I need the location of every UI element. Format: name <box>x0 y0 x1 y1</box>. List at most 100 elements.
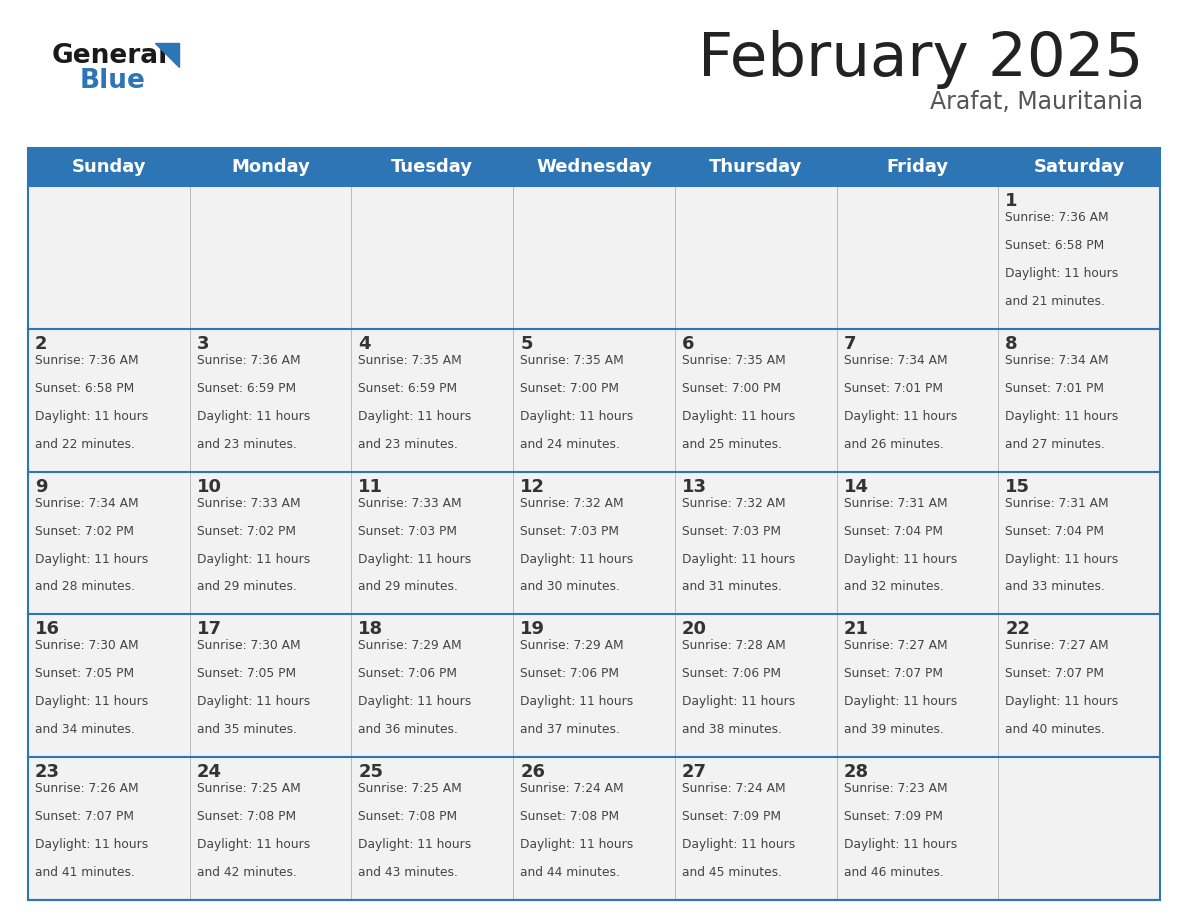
Text: 14: 14 <box>843 477 868 496</box>
Text: Sunrise: 7:30 AM: Sunrise: 7:30 AM <box>34 640 139 653</box>
Text: Sunrise: 7:24 AM: Sunrise: 7:24 AM <box>520 782 624 795</box>
Text: Thursday: Thursday <box>709 158 802 176</box>
Text: and 23 minutes.: and 23 minutes. <box>197 438 297 451</box>
Text: Sunrise: 7:29 AM: Sunrise: 7:29 AM <box>359 640 462 653</box>
Text: Sunset: 7:08 PM: Sunset: 7:08 PM <box>359 811 457 823</box>
Text: and 29 minutes.: and 29 minutes. <box>197 580 297 593</box>
Text: and 21 minutes.: and 21 minutes. <box>1005 295 1105 308</box>
Text: 10: 10 <box>197 477 222 496</box>
Text: 8: 8 <box>1005 335 1018 353</box>
Text: Wednesday: Wednesday <box>536 158 652 176</box>
Text: 12: 12 <box>520 477 545 496</box>
Bar <box>998 757 1159 900</box>
Text: Sunset: 7:02 PM: Sunset: 7:02 PM <box>34 524 134 538</box>
Bar <box>29 148 1159 900</box>
Text: 6: 6 <box>682 335 694 353</box>
Text: Friday: Friday <box>886 158 948 176</box>
Text: Sunset: 7:06 PM: Sunset: 7:06 PM <box>520 667 619 680</box>
Text: February 2025: February 2025 <box>697 30 1143 89</box>
Bar <box>190 757 352 900</box>
Text: Sunrise: 7:31 AM: Sunrise: 7:31 AM <box>843 497 947 509</box>
Text: Sunrise: 7:28 AM: Sunrise: 7:28 AM <box>682 640 785 653</box>
Bar <box>190 472 352 614</box>
Text: Sunset: 6:59 PM: Sunset: 6:59 PM <box>197 382 296 395</box>
Text: Daylight: 11 hours: Daylight: 11 hours <box>520 553 633 565</box>
Text: Daylight: 11 hours: Daylight: 11 hours <box>1005 409 1119 422</box>
Text: Sunset: 7:03 PM: Sunset: 7:03 PM <box>359 524 457 538</box>
Bar <box>675 186 836 329</box>
Text: 18: 18 <box>359 621 384 638</box>
Bar <box>29 186 190 329</box>
Text: Sunset: 7:03 PM: Sunset: 7:03 PM <box>520 524 619 538</box>
Polygon shape <box>154 43 179 67</box>
Bar <box>513 329 675 472</box>
Text: and 27 minutes.: and 27 minutes. <box>1005 438 1105 451</box>
Text: Daylight: 11 hours: Daylight: 11 hours <box>682 553 795 565</box>
Text: and 24 minutes.: and 24 minutes. <box>520 438 620 451</box>
Text: Sunset: 7:07 PM: Sunset: 7:07 PM <box>1005 667 1105 680</box>
Text: Sunrise: 7:35 AM: Sunrise: 7:35 AM <box>682 353 785 367</box>
Text: Sunset: 7:05 PM: Sunset: 7:05 PM <box>34 667 134 680</box>
Text: Daylight: 11 hours: Daylight: 11 hours <box>843 695 956 709</box>
Text: Sunrise: 7:23 AM: Sunrise: 7:23 AM <box>843 782 947 795</box>
Text: Sunrise: 7:29 AM: Sunrise: 7:29 AM <box>520 640 624 653</box>
Text: Arafat, Mauritania: Arafat, Mauritania <box>930 90 1143 114</box>
Text: Daylight: 11 hours: Daylight: 11 hours <box>520 695 633 709</box>
Text: Daylight: 11 hours: Daylight: 11 hours <box>1005 695 1119 709</box>
Text: 17: 17 <box>197 621 222 638</box>
Bar <box>675 329 836 472</box>
Bar <box>352 614 513 757</box>
Bar <box>29 614 190 757</box>
Bar <box>513 757 675 900</box>
Text: Sunrise: 7:33 AM: Sunrise: 7:33 AM <box>197 497 301 509</box>
Text: Daylight: 11 hours: Daylight: 11 hours <box>520 409 633 422</box>
Text: 28: 28 <box>843 763 868 781</box>
Bar <box>675 757 836 900</box>
Text: Sunrise: 7:34 AM: Sunrise: 7:34 AM <box>843 353 947 367</box>
Text: and 35 minutes.: and 35 minutes. <box>197 723 297 736</box>
Text: Sunset: 7:02 PM: Sunset: 7:02 PM <box>197 524 296 538</box>
Text: Sunset: 7:06 PM: Sunset: 7:06 PM <box>682 667 781 680</box>
Text: Daylight: 11 hours: Daylight: 11 hours <box>359 695 472 709</box>
Text: Sunrise: 7:36 AM: Sunrise: 7:36 AM <box>34 353 139 367</box>
Text: Daylight: 11 hours: Daylight: 11 hours <box>359 838 472 851</box>
Bar <box>836 329 998 472</box>
Text: Daylight: 11 hours: Daylight: 11 hours <box>197 695 310 709</box>
Bar <box>352 329 513 472</box>
Text: 26: 26 <box>520 763 545 781</box>
Text: Sunrise: 7:32 AM: Sunrise: 7:32 AM <box>520 497 624 509</box>
Text: Sunset: 7:04 PM: Sunset: 7:04 PM <box>843 524 942 538</box>
Text: 11: 11 <box>359 477 384 496</box>
Bar <box>836 614 998 757</box>
Text: and 42 minutes.: and 42 minutes. <box>197 866 297 879</box>
Text: and 38 minutes.: and 38 minutes. <box>682 723 782 736</box>
Text: 5: 5 <box>520 335 532 353</box>
Text: 21: 21 <box>843 621 868 638</box>
Text: 20: 20 <box>682 621 707 638</box>
Text: Sunrise: 7:34 AM: Sunrise: 7:34 AM <box>1005 353 1108 367</box>
Text: Sunrise: 7:32 AM: Sunrise: 7:32 AM <box>682 497 785 509</box>
Text: 7: 7 <box>843 335 857 353</box>
Text: Daylight: 11 hours: Daylight: 11 hours <box>34 409 148 422</box>
Text: Sunset: 7:00 PM: Sunset: 7:00 PM <box>682 382 781 395</box>
Text: and 31 minutes.: and 31 minutes. <box>682 580 782 593</box>
Bar <box>190 329 352 472</box>
Text: Sunday: Sunday <box>71 158 146 176</box>
Text: and 33 minutes.: and 33 minutes. <box>1005 580 1105 593</box>
Text: 16: 16 <box>34 621 61 638</box>
Text: Daylight: 11 hours: Daylight: 11 hours <box>197 838 310 851</box>
Bar <box>998 472 1159 614</box>
Text: and 40 minutes.: and 40 minutes. <box>1005 723 1105 736</box>
Text: 19: 19 <box>520 621 545 638</box>
Text: Daylight: 11 hours: Daylight: 11 hours <box>34 553 148 565</box>
Text: Sunset: 7:01 PM: Sunset: 7:01 PM <box>843 382 942 395</box>
Text: and 34 minutes.: and 34 minutes. <box>34 723 135 736</box>
Text: Daylight: 11 hours: Daylight: 11 hours <box>843 409 956 422</box>
Bar <box>836 186 998 329</box>
Text: and 22 minutes.: and 22 minutes. <box>34 438 135 451</box>
Text: Tuesday: Tuesday <box>391 158 473 176</box>
Text: Saturday: Saturday <box>1034 158 1125 176</box>
Text: and 32 minutes.: and 32 minutes. <box>843 580 943 593</box>
Text: Sunset: 6:58 PM: Sunset: 6:58 PM <box>34 382 134 395</box>
Text: Sunrise: 7:35 AM: Sunrise: 7:35 AM <box>520 353 624 367</box>
